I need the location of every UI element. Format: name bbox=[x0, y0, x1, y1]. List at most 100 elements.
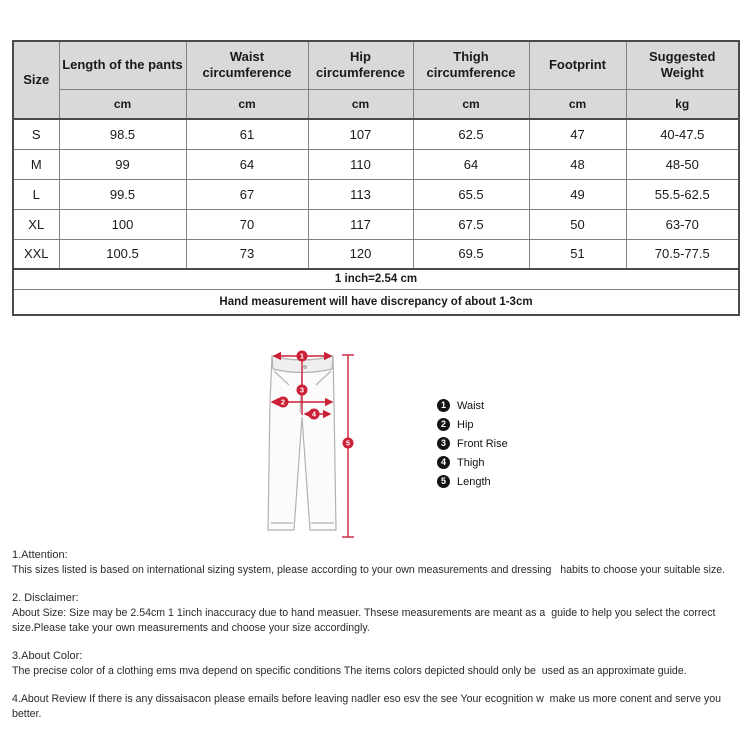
left-pocket-line bbox=[273, 370, 290, 386]
diagram-markers: 1 2 3 4 5 bbox=[277, 350, 354, 449]
note-body: The precise color of a clothing ems mva … bbox=[12, 665, 687, 677]
data-cell: 64 bbox=[185, 148, 309, 180]
hand-measurement-note: Hand measurement will have discrepancy o… bbox=[12, 288, 740, 316]
col-header-weight: Suggested Weight bbox=[625, 40, 740, 90]
data-cell: 100 bbox=[58, 208, 187, 240]
length-marker bbox=[342, 437, 354, 449]
note-title: 1.Attention: bbox=[12, 549, 68, 561]
table-row-xl: XL 100 70 117 67.5 50 63-70 bbox=[12, 208, 740, 240]
note-title: 2. Disclaimer: bbox=[12, 592, 79, 604]
legend-circle-5-icon: 5 bbox=[437, 475, 450, 488]
data-cell: 40-47.5 bbox=[625, 118, 740, 150]
table-row-m: M 99 64 110 64 48 48-50 bbox=[12, 148, 740, 180]
front-rise-marker bbox=[296, 384, 308, 396]
data-cell: 107 bbox=[307, 118, 414, 150]
unit-cell: cm bbox=[528, 88, 627, 120]
unit-cell: kg bbox=[625, 88, 740, 120]
size-table: Size Length of the pants Waist circumfer… bbox=[12, 40, 740, 316]
length-marker-num: 5 bbox=[346, 439, 350, 448]
note-about-review: 4.About Review If there is any dissaisac… bbox=[12, 692, 740, 722]
data-cell: 48-50 bbox=[625, 148, 740, 180]
note-body: About Size: Size may be 2.54cm 1 1inch i… bbox=[12, 607, 719, 634]
button bbox=[302, 365, 307, 370]
legend-item-length: 5 Length bbox=[437, 475, 508, 488]
legend-label: Length bbox=[457, 475, 491, 488]
legend-circle-1-icon: 1 bbox=[437, 399, 450, 412]
data-cell: 110 bbox=[307, 148, 414, 180]
note-disclaimer: 2. Disclaimer: About Size: Size may be 2… bbox=[12, 591, 740, 636]
unit-cell: cm bbox=[307, 88, 414, 120]
table-note-hand-row: Hand measurement will have discrepancy o… bbox=[12, 288, 740, 316]
note-body: This sizes listed is based on internatio… bbox=[12, 564, 726, 576]
data-cell: 47 bbox=[528, 118, 627, 150]
col-header-length: Length of the pants bbox=[58, 40, 187, 90]
legend-item-hip: 2 Hip bbox=[437, 418, 508, 431]
data-cell: 65.5 bbox=[412, 178, 530, 210]
front-rise-marker-num: 3 bbox=[300, 386, 304, 395]
table-units-row: cm cm cm cm cm kg bbox=[13, 88, 740, 120]
data-cell: 61 bbox=[185, 118, 309, 150]
legend-circle-2-icon: 2 bbox=[437, 418, 450, 431]
data-cell: 73 bbox=[185, 238, 309, 270]
data-cell: 67.5 bbox=[412, 208, 530, 240]
legend-label: Hip bbox=[457, 418, 474, 431]
legend-circle-4-icon: 4 bbox=[437, 456, 450, 469]
data-cell: 48 bbox=[528, 148, 627, 180]
measurement-legend: 1 Waist 2 Hip 3 Front Rise 4 Thigh 5 Len… bbox=[437, 399, 508, 488]
table-row-xxl: XXL 100.5 73 120 69.5 51 70.5-77.5 bbox=[12, 238, 740, 270]
table-note-inch-row: 1 inch=2.54 cm bbox=[12, 268, 740, 290]
data-cell: 120 bbox=[307, 238, 414, 270]
data-cell: 55.5-62.5 bbox=[625, 178, 740, 210]
data-cell: 70 bbox=[185, 208, 309, 240]
data-cell: 50 bbox=[528, 208, 627, 240]
unit-cell: cm bbox=[185, 88, 309, 120]
table-row-s: S 98.5 61 107 62.5 47 40-47.5 bbox=[12, 118, 740, 150]
data-cell: 64 bbox=[412, 148, 530, 180]
data-cell: 67 bbox=[185, 178, 309, 210]
inch-conversion-note: 1 inch=2.54 cm bbox=[12, 268, 740, 290]
size-label: M bbox=[12, 148, 60, 180]
data-cell: 99.5 bbox=[58, 178, 187, 210]
size-label: XL bbox=[12, 208, 60, 240]
pants-measurement-diagram: 1 2 3 4 5 bbox=[267, 350, 354, 538]
unit-cell: cm bbox=[412, 88, 530, 120]
legend-label: Front Rise bbox=[457, 437, 508, 450]
notes-section: 1.Attention: This sizes listed is based … bbox=[12, 548, 740, 735]
legend-item-thigh: 4 Thigh bbox=[437, 456, 508, 469]
legend-label: Thigh bbox=[457, 456, 485, 469]
thigh-marker-num: 4 bbox=[312, 410, 317, 419]
waist-marker-num: 1 bbox=[300, 352, 304, 361]
legend-item-waist: 1 Waist bbox=[437, 399, 508, 412]
legend-label: Waist bbox=[457, 399, 485, 412]
data-cell: 113 bbox=[307, 178, 414, 210]
hip-marker-num: 2 bbox=[281, 398, 285, 407]
table-header-row: Size Length of the pants Waist circumfer… bbox=[12, 40, 740, 120]
legend-item-front-rise: 3 Front Rise bbox=[437, 437, 508, 450]
table-row-l: L 99.5 67 113 65.5 49 55.5-62.5 bbox=[12, 178, 740, 210]
unit-cell: cm bbox=[58, 88, 187, 120]
data-cell: 99 bbox=[58, 148, 187, 180]
data-cell: 51 bbox=[528, 238, 627, 270]
hip-marker bbox=[277, 396, 289, 408]
right-pocket-line bbox=[315, 370, 332, 386]
waist-marker bbox=[296, 350, 308, 362]
data-cell: 117 bbox=[307, 208, 414, 240]
legend-circle-3-icon: 3 bbox=[437, 437, 450, 450]
col-header-footprint: Footprint bbox=[528, 40, 627, 90]
data-cell: 70.5-77.5 bbox=[625, 238, 740, 270]
note-title: 3.About Color: bbox=[12, 650, 83, 662]
size-label: S bbox=[12, 118, 60, 150]
note-attention: 1.Attention: This sizes listed is based … bbox=[12, 548, 740, 578]
data-cell: 63-70 bbox=[625, 208, 740, 240]
size-label: L bbox=[12, 178, 60, 210]
data-cell: 100.5 bbox=[58, 238, 187, 270]
col-header-thigh: Thigh circumference bbox=[412, 40, 530, 90]
data-cell: 69.5 bbox=[412, 238, 530, 270]
thigh-marker bbox=[308, 408, 320, 420]
size-column-header: Size bbox=[12, 40, 60, 120]
data-cell: 62.5 bbox=[412, 118, 530, 150]
col-header-hip: Hip circumference bbox=[307, 40, 414, 90]
data-cell: 98.5 bbox=[58, 118, 187, 150]
note-body: 4.About Review If there is any dissaisac… bbox=[12, 693, 724, 720]
